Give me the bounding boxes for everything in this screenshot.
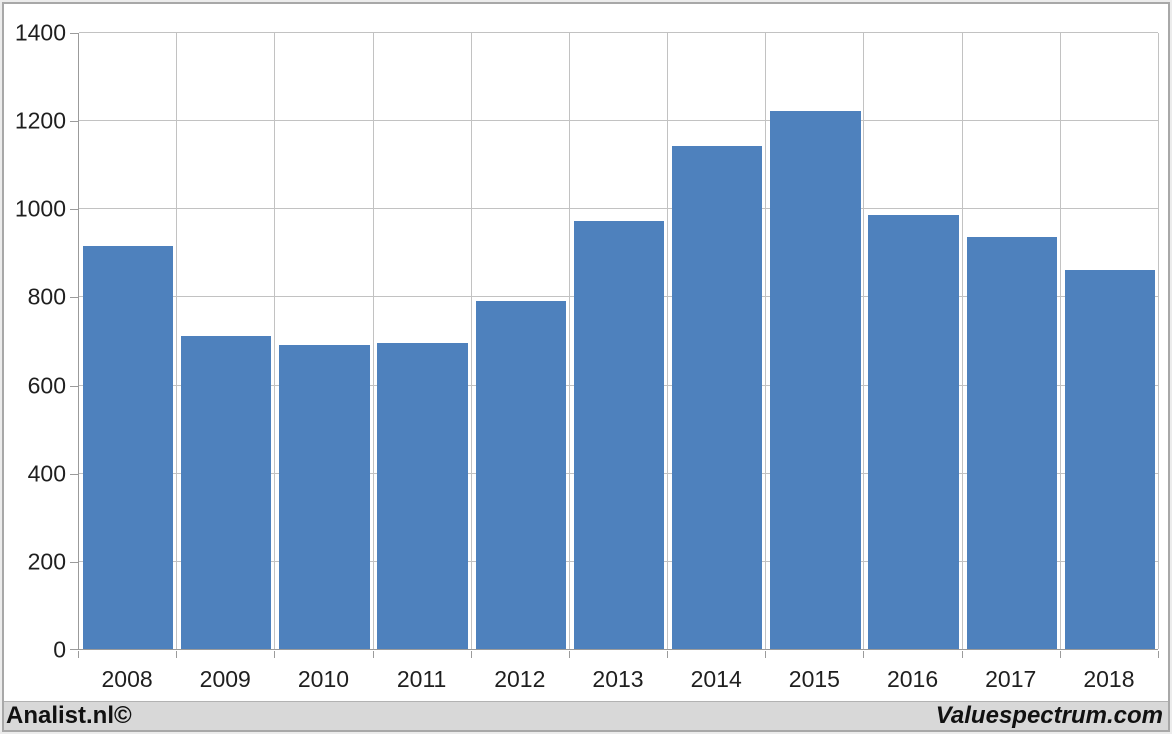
gridline-vertical xyxy=(274,33,275,649)
gridline-vertical xyxy=(471,33,472,649)
gridline-vertical xyxy=(176,33,177,649)
y-axis-tick xyxy=(70,297,78,299)
x-axis-tick xyxy=(962,651,963,658)
y-axis-tick xyxy=(70,649,78,650)
gridline-horizontal xyxy=(79,120,1158,122)
y-axis-tick-label: 1400 xyxy=(14,19,66,46)
bar-2018 xyxy=(1064,269,1156,649)
x-axis-tick xyxy=(765,651,766,658)
bar-2008 xyxy=(82,245,174,649)
bar-2013 xyxy=(573,220,665,649)
y-axis-tick-label: 1000 xyxy=(14,195,66,222)
y-axis-tick-label: 200 xyxy=(27,548,66,575)
x-axis-tick-label: 2017 xyxy=(985,666,1037,692)
y-axis-tick xyxy=(70,473,78,475)
x-axis-tick-label: 2014 xyxy=(690,666,742,692)
y-axis-tick-label: 0 xyxy=(53,636,66,663)
x-axis-tick-label: 2018 xyxy=(1083,666,1135,692)
bar-2010 xyxy=(279,344,370,649)
x-axis-tick xyxy=(373,651,374,658)
x-axis-tick xyxy=(1060,651,1061,658)
x-axis-tick xyxy=(176,651,177,658)
x-axis-tick-label: 2016 xyxy=(886,666,939,692)
bar-2016 xyxy=(868,214,959,649)
footer-brand-valuespectrum: Valuespectrum.com xyxy=(935,702,1163,729)
y-axis-tick xyxy=(70,209,78,211)
footer-bar: Analist.nl© Valuespectrum.com xyxy=(2,701,1170,732)
y-axis-ticks xyxy=(70,33,78,650)
x-axis-tick-label: 2009 xyxy=(199,666,251,692)
y-axis-tick-label: 1200 xyxy=(14,107,66,134)
bar-2017 xyxy=(966,236,1057,649)
gridline-vertical xyxy=(863,33,864,649)
gridline-horizontal xyxy=(79,208,1158,210)
bar-2014 xyxy=(672,145,763,649)
y-axis-tick xyxy=(70,33,78,34)
x-axis-tick-label: 2012 xyxy=(494,666,546,692)
bar-2015 xyxy=(770,110,861,649)
y-axis-tick xyxy=(70,121,78,123)
chart-canvas: 0 200 400 600 800 1000 1200 1400 2008 2009 2010 20… xyxy=(2,2,1170,701)
bar-2009 xyxy=(181,336,272,649)
y-axis-tick-label: 600 xyxy=(27,372,66,399)
x-axis-ticks xyxy=(78,651,1159,658)
bar-2011 xyxy=(377,342,468,649)
x-axis-tick-label: 2013 xyxy=(592,666,644,692)
x-axis-tick xyxy=(471,651,472,658)
x-axis-tick-label: 2011 xyxy=(396,666,447,692)
gridline-vertical xyxy=(765,33,766,649)
y-axis-tick xyxy=(70,561,78,563)
x-axis-tick xyxy=(78,651,79,658)
gridline-vertical xyxy=(1060,33,1061,649)
footer-brand-analist: Analist.nl© xyxy=(6,702,132,729)
x-axis-tick xyxy=(667,651,668,658)
x-axis-labels: 2008 2009 2010 2011 2012 2013 2014 2015 2016 2017… xyxy=(78,665,1158,695)
x-axis-tick xyxy=(1158,651,1159,658)
gridline-vertical xyxy=(962,33,963,649)
x-axis-tick xyxy=(863,651,864,658)
x-axis-tick xyxy=(569,651,570,658)
gridline-horizontal xyxy=(79,32,1158,33)
x-axis-tick-label: 2015 xyxy=(788,666,840,692)
bar-2012 xyxy=(475,300,566,649)
y-axis-tick-label: 800 xyxy=(27,283,66,310)
y-axis-tick xyxy=(70,385,78,387)
gridline-vertical xyxy=(667,33,668,649)
gridline-vertical xyxy=(1158,33,1159,649)
y-axis-labels: 0 200 400 600 800 1000 1200 1400 xyxy=(6,21,66,661)
gridline-vertical xyxy=(373,33,374,649)
y-axis-tick-label: 400 xyxy=(27,460,66,487)
x-axis-tick-label: 2010 xyxy=(297,666,350,692)
x-axis-tick xyxy=(274,651,275,658)
plot-area xyxy=(78,32,1159,650)
gridline-vertical xyxy=(569,33,570,649)
x-axis-tick-label: 2008 xyxy=(101,666,153,692)
